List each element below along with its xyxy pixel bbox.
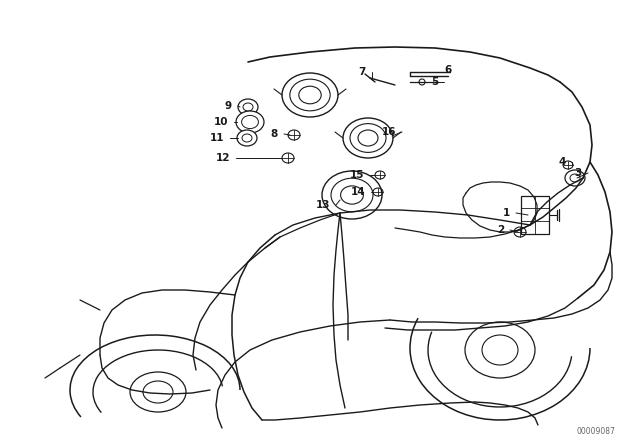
Text: 15: 15 [349, 170, 364, 180]
Bar [521, 196, 549, 234]
Ellipse shape [236, 111, 264, 133]
Text: 2: 2 [497, 225, 504, 235]
Text: 7: 7 [358, 67, 366, 77]
Text: 14: 14 [350, 187, 365, 197]
Text: 5: 5 [431, 77, 438, 87]
Text: 4: 4 [559, 157, 566, 167]
Text: 6: 6 [445, 65, 452, 75]
Text: 3: 3 [575, 168, 582, 178]
Ellipse shape [237, 130, 257, 146]
Text: 9: 9 [225, 101, 232, 111]
Text: 11: 11 [209, 133, 224, 143]
Text: 13: 13 [316, 200, 330, 210]
Text: 10: 10 [214, 117, 228, 127]
Ellipse shape [343, 118, 393, 158]
Ellipse shape [322, 171, 382, 219]
Text: 00009087: 00009087 [576, 427, 615, 436]
Text: 1: 1 [503, 208, 510, 218]
Ellipse shape [238, 99, 258, 115]
Ellipse shape [282, 73, 338, 117]
Ellipse shape [565, 170, 585, 186]
Text: 8: 8 [271, 129, 278, 139]
Text: 12: 12 [216, 153, 230, 163]
Text: 16: 16 [381, 127, 396, 137]
